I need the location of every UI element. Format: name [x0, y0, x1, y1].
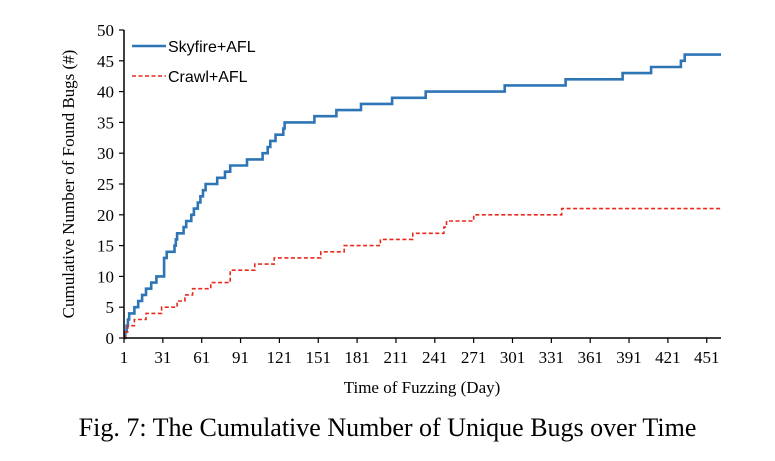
- legend-label-crawl-afl: Crawl+AFL: [168, 69, 248, 86]
- x-tick-label: 361: [577, 348, 603, 367]
- x-tick-label: 121: [267, 348, 293, 367]
- x-tick-label: 91: [232, 348, 249, 367]
- y-tick-label: 15: [97, 237, 114, 256]
- y-tick-label: 25: [97, 175, 114, 194]
- x-tick-label: 271: [461, 348, 487, 367]
- x-tick-label: 1: [120, 348, 129, 367]
- ticks: 0 5 10 15 20 25 30 35 40 45 50 1 31 61 91 121 151 181 211 2…: [97, 21, 720, 367]
- x-tick-label: 241: [422, 348, 448, 367]
- x-tick-label: 151: [306, 348, 332, 367]
- y-tick-label: 50: [97, 21, 114, 40]
- x-tick-label: 421: [655, 348, 681, 367]
- y-tick-label: 0: [106, 329, 115, 348]
- y-tick-label: 30: [97, 144, 114, 163]
- y-tick-label: 5: [106, 298, 115, 317]
- x-tick-label: 61: [193, 348, 210, 367]
- x-tick-label: 211: [384, 348, 409, 367]
- x-tick-label: 331: [539, 348, 565, 367]
- x-tick-label: 451: [694, 348, 720, 367]
- series-layer: [124, 53, 721, 340]
- series-line-crawl-afl: [124, 207, 721, 339]
- y-tick-label: 10: [97, 267, 114, 286]
- series-line-skyfire-afl: [124, 53, 721, 340]
- y-axis-title: Cumulative Number of Found Bugs (#): [59, 50, 78, 319]
- legend: Skyfire+AFL Crawl+AFL: [132, 39, 256, 86]
- x-tick-label: 31: [154, 348, 171, 367]
- x-axis-title: Time of Fuzzing (Day): [344, 378, 501, 397]
- y-tick-label: 35: [97, 113, 114, 132]
- figure-caption: Fig. 7: The Cumulative Number of Unique …: [78, 413, 697, 442]
- x-tick-label: 391: [616, 348, 642, 367]
- x-tick-label: 301: [500, 348, 526, 367]
- y-tick-label: 20: [97, 206, 114, 225]
- y-tick-label: 45: [97, 52, 114, 71]
- legend-label-skyfire-afl: Skyfire+AFL: [168, 39, 256, 56]
- chart: 0 5 10 15 20 25 30 35 40 45 50 1 31 61 91 121 151 181 211 2…: [59, 21, 721, 397]
- x-tick-label: 181: [344, 348, 370, 367]
- y-tick-label: 40: [97, 83, 114, 102]
